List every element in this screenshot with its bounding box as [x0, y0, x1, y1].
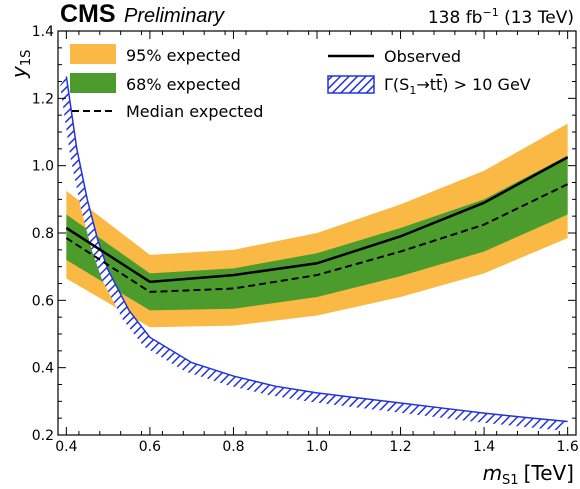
- status-label: Preliminary: [124, 5, 225, 27]
- legend: 95% expected 68% expected Median expecte…: [70, 44, 531, 121]
- luminosity-label: 138 fb−1 (13 TeV): [428, 6, 574, 28]
- legend-swatch-width: [327, 75, 375, 94]
- legend-label-95: 95% expected: [126, 46, 241, 65]
- legend-label-observed: Observed: [384, 47, 461, 66]
- legend-label-68: 68% expected: [126, 75, 241, 94]
- median-expected-line: [65, 183, 569, 293]
- expected-bands: [66, 123, 568, 328]
- x-axis-title: mS1 [TeV]: [483, 461, 574, 488]
- y-tick-label: 1.2: [32, 91, 54, 107]
- y-axis-title: y1S: [7, 50, 34, 79]
- x-tick-label: 1.4: [473, 439, 495, 455]
- legend-swatch-95: [70, 44, 116, 64]
- experiment-label: CMS: [60, 0, 116, 28]
- width-exclusion-curve: [60, 76, 568, 431]
- y-tick-label: 1.0: [32, 159, 54, 175]
- x-tick-label: 1.2: [389, 439, 411, 455]
- observed-line: [65, 156, 569, 284]
- y-tick-label: 1.4: [32, 24, 54, 40]
- x-tick-label: 1.6: [557, 439, 579, 455]
- limit-lines: [65, 156, 569, 293]
- axis-ticks: 0.4 0.6 0.8 1.0 1.2 1.4 1.60.20.40.60.81.01.21…: [32, 24, 579, 455]
- y-tick-label: 0.6: [32, 293, 54, 309]
- legend-swatch-68: [70, 73, 116, 93]
- x-tick-label: 0.8: [222, 439, 244, 455]
- x-tick-label: 0.6: [139, 439, 161, 455]
- band-68-expected: [66, 155, 568, 311]
- legend-label-width: Γ(S1→tt) > 10 GeV: [384, 75, 531, 97]
- y-tick-label: 0.2: [32, 428, 54, 444]
- legend-label-median: Median expected: [126, 102, 263, 121]
- y-tick-label: 0.8: [32, 226, 54, 242]
- y-tick-label: 0.4: [32, 361, 54, 377]
- x-tick-label: 1.0: [306, 439, 328, 455]
- width-curve-line: [65, 76, 568, 423]
- x-tick-label: 0.4: [55, 439, 77, 455]
